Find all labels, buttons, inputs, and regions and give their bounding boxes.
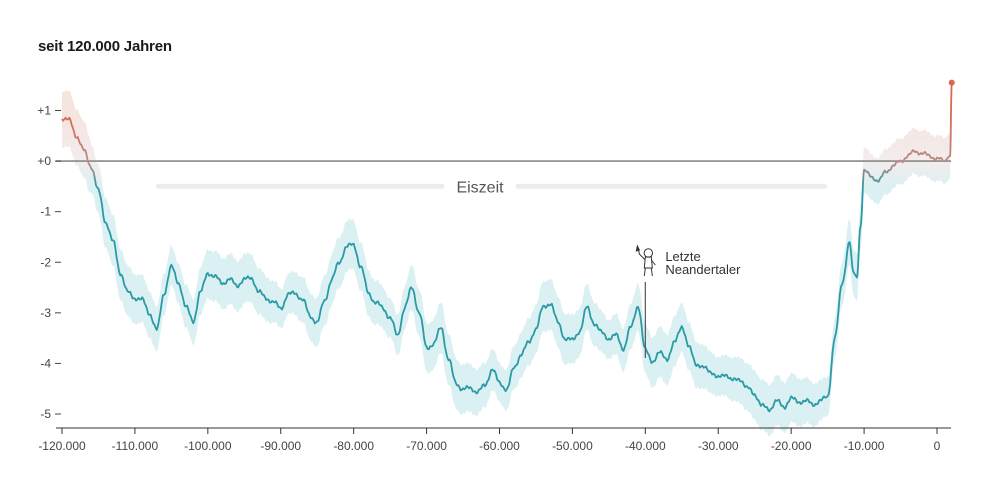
- y-tick-label: -2: [40, 255, 51, 269]
- neanderthal-icon: [635, 244, 656, 277]
- neanderthal-label-line2: Neandertaler: [665, 262, 741, 277]
- x-tick-label: -40.000: [625, 439, 666, 453]
- x-tick-label: -30.000: [698, 439, 739, 453]
- x-tick-label: -70.000: [406, 439, 447, 453]
- x-tick-label: 0: [934, 439, 941, 453]
- x-tick-label: -10.000: [844, 439, 885, 453]
- y-tick-label: -4: [40, 356, 51, 370]
- x-tick-label: -110.000: [112, 439, 159, 453]
- x-tick-label: -20.000: [771, 439, 812, 453]
- x-tick-label: -50.000: [552, 439, 593, 453]
- series-endpoint: [948, 79, 955, 86]
- x-tick-label: -80.000: [333, 439, 374, 453]
- x-tick-label: -60.000: [479, 439, 520, 453]
- neanderthal-label-line1: Letzte: [665, 249, 700, 264]
- y-tick-label: +1: [37, 104, 51, 118]
- chart-title: seit 120.000 Jahren: [38, 38, 172, 55]
- y-tick-label: -1: [40, 205, 51, 219]
- y-tick-label: +0: [37, 154, 51, 168]
- x-tick-label: -120.000: [38, 439, 86, 453]
- series-line: [61, 82, 953, 413]
- eiszeit-label: Eiszeit: [456, 179, 504, 196]
- x-tick-label: -100.000: [184, 439, 232, 453]
- x-tick-label: -90.000: [260, 439, 301, 453]
- uncertainty-band: [62, 89, 951, 437]
- y-tick-label: -5: [40, 407, 51, 421]
- y-tick-label: -3: [40, 306, 51, 320]
